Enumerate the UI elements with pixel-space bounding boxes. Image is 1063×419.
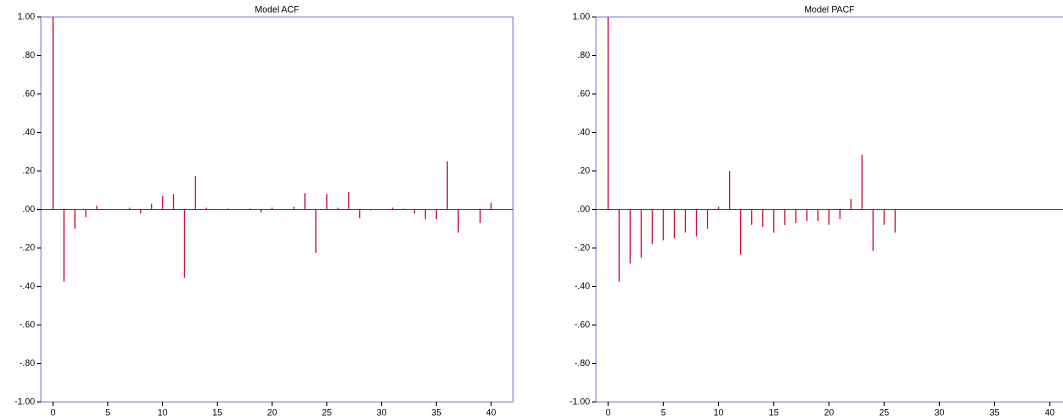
y-tick-label: -.20 bbox=[574, 242, 590, 252]
x-tick-label: 15 bbox=[212, 407, 222, 417]
y-tick-label: -.40 bbox=[19, 281, 35, 291]
x-tick-label: 40 bbox=[486, 407, 496, 417]
x-tick-label: 5 bbox=[661, 407, 666, 417]
y-tick-label: .20 bbox=[22, 165, 35, 175]
y-tick-label: -.60 bbox=[19, 319, 35, 329]
chart-title: Model PACF bbox=[804, 4, 855, 14]
x-tick-label: 15 bbox=[769, 407, 779, 417]
chart-title: Model ACF bbox=[255, 4, 300, 14]
x-tick-label: 35 bbox=[431, 407, 441, 417]
y-tick-label: .20 bbox=[577, 165, 590, 175]
x-tick-label: 30 bbox=[377, 407, 387, 417]
y-tick-label: -.40 bbox=[574, 281, 590, 291]
y-tick-label: -.20 bbox=[19, 242, 35, 252]
y-tick-label: 1.00 bbox=[572, 11, 590, 21]
x-tick-label: 25 bbox=[879, 407, 889, 417]
y-tick-label: .40 bbox=[22, 127, 35, 137]
y-tick-label: .80 bbox=[22, 50, 35, 60]
y-tick-label: -1.00 bbox=[14, 396, 35, 406]
x-tick-label: 20 bbox=[267, 407, 277, 417]
y-tick-label: .40 bbox=[577, 127, 590, 137]
x-tick-label: 0 bbox=[51, 407, 56, 417]
y-tick-label: .60 bbox=[22, 88, 35, 98]
x-tick-label: 10 bbox=[714, 407, 724, 417]
y-tick-label: -.80 bbox=[19, 358, 35, 368]
y-tick-label: -1.00 bbox=[569, 396, 590, 406]
x-tick-label: 10 bbox=[158, 407, 168, 417]
y-tick-label: .00 bbox=[577, 204, 590, 214]
x-tick-label: 40 bbox=[1045, 407, 1055, 417]
y-tick-label: .00 bbox=[22, 204, 35, 214]
x-tick-label: 25 bbox=[322, 407, 332, 417]
x-tick-label: 5 bbox=[105, 407, 110, 417]
x-tick-label: 20 bbox=[824, 407, 834, 417]
y-tick-label: .80 bbox=[577, 50, 590, 60]
y-tick-label: 1.00 bbox=[17, 11, 35, 21]
y-tick-label: .60 bbox=[577, 88, 590, 98]
x-tick-label: 0 bbox=[606, 407, 611, 417]
x-tick-label: 30 bbox=[934, 407, 944, 417]
y-tick-label: -.60 bbox=[574, 319, 590, 329]
x-tick-label: 35 bbox=[990, 407, 1000, 417]
y-tick-label: -.80 bbox=[574, 358, 590, 368]
